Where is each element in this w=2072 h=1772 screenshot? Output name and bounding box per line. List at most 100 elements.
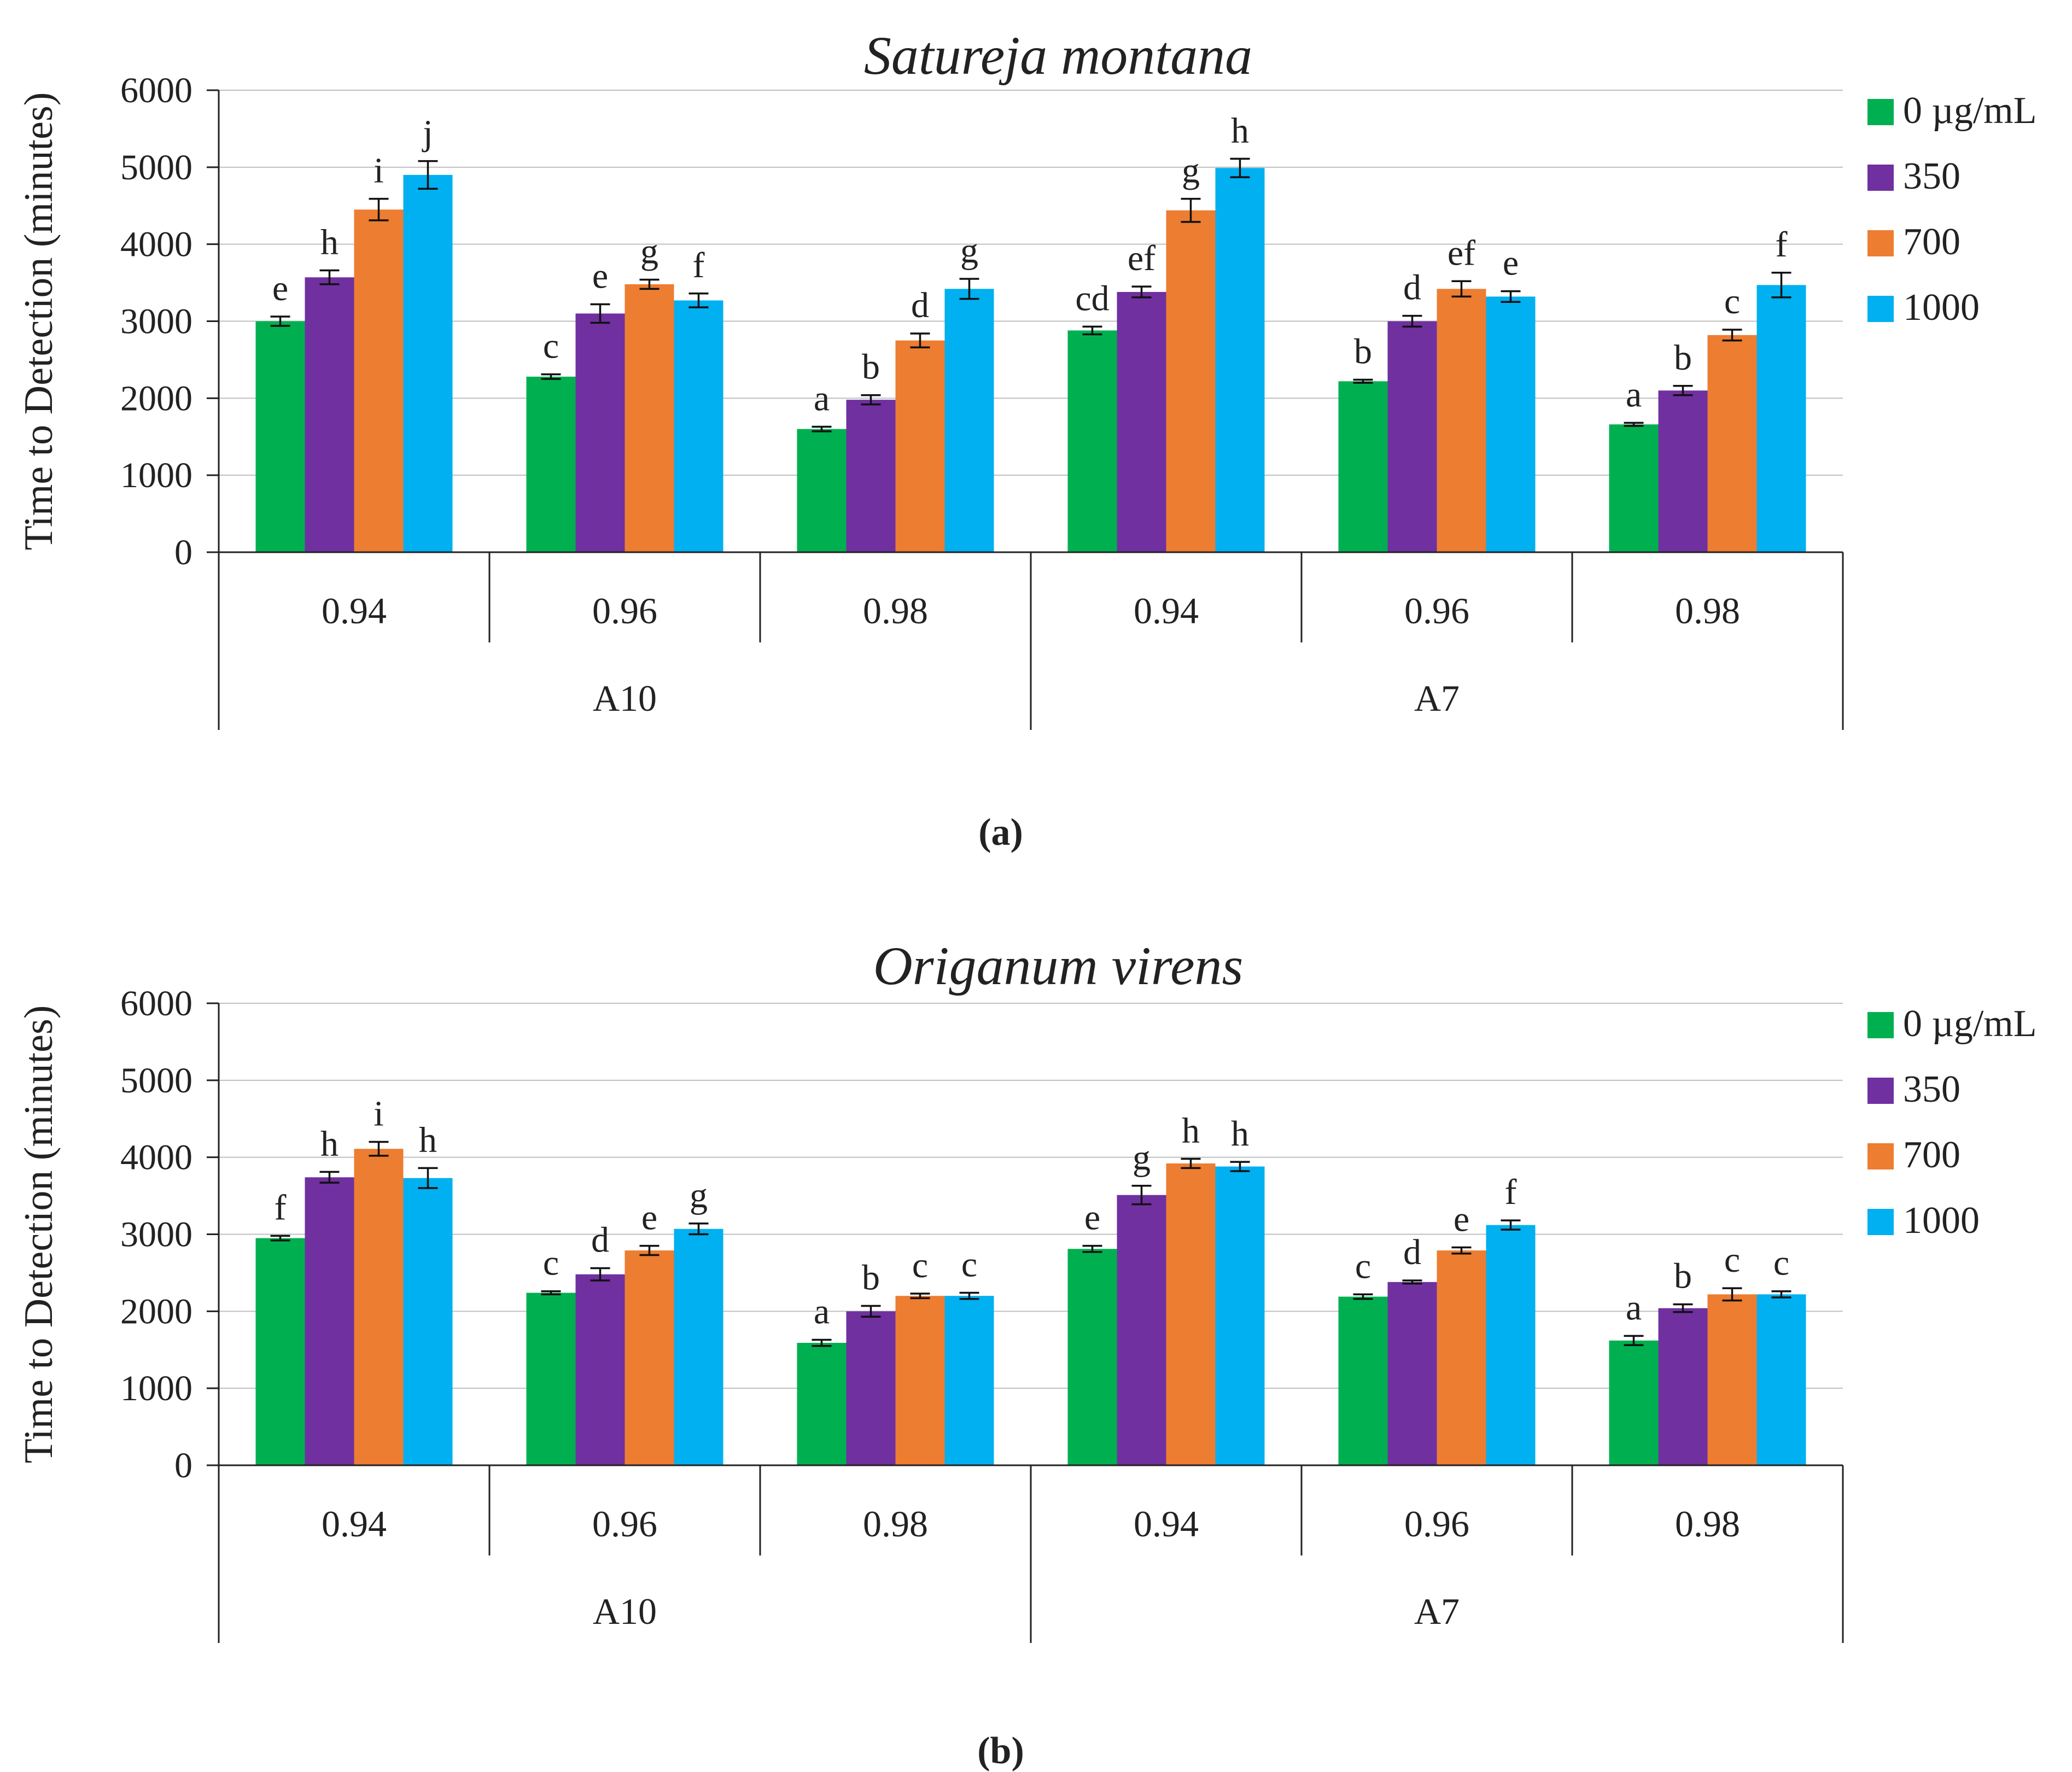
bar bbox=[526, 1293, 576, 1465]
x-tick-label: 0.98 bbox=[1675, 1503, 1740, 1545]
significance-label: f bbox=[1776, 225, 1788, 265]
bar bbox=[1117, 291, 1166, 552]
bar bbox=[1387, 321, 1437, 552]
bar bbox=[1486, 296, 1536, 552]
bar bbox=[1437, 1250, 1486, 1465]
bar bbox=[674, 1229, 723, 1465]
significance-label: h bbox=[1231, 1114, 1249, 1154]
significance-label: f bbox=[275, 1188, 287, 1227]
bar bbox=[1609, 424, 1659, 552]
bar bbox=[403, 1178, 453, 1465]
y-tick-label: 6000 bbox=[120, 984, 192, 1024]
significance-label: c bbox=[1355, 1246, 1371, 1286]
significance-label: ef bbox=[1448, 233, 1475, 273]
bar bbox=[1707, 1294, 1757, 1465]
bar bbox=[1117, 1195, 1166, 1465]
bar bbox=[1756, 285, 1806, 552]
y-tick-label: 5000 bbox=[120, 148, 192, 188]
significance-label: g bbox=[690, 1176, 708, 1215]
chart-panel-2: Origanum virens 0 1000 2000 3000 4000 5000 6000… bbox=[16, 935, 2037, 1772]
x-tick-label: 0.96 bbox=[1404, 590, 1469, 631]
significance-label: c bbox=[1773, 1243, 1789, 1283]
panel-label: (a) bbox=[978, 811, 1023, 853]
legend-label: 700 bbox=[1903, 1134, 1960, 1176]
bar bbox=[255, 321, 305, 552]
significance-label: g bbox=[1133, 1138, 1151, 1178]
significance-label: a bbox=[1626, 1288, 1642, 1327]
x-tick-label: 0.94 bbox=[322, 1503, 387, 1545]
y-tick-label: 6000 bbox=[120, 71, 192, 110]
significance-label: g bbox=[640, 231, 658, 271]
bar bbox=[354, 1149, 404, 1465]
significance-label: e bbox=[641, 1198, 657, 1238]
significance-label: a bbox=[1626, 375, 1642, 414]
significance-label: a bbox=[814, 1291, 830, 1331]
significance-label: e bbox=[1503, 243, 1519, 283]
significance-label: h bbox=[419, 1120, 437, 1160]
legend-swatch bbox=[1867, 296, 1894, 322]
bar bbox=[1166, 210, 1216, 552]
bar bbox=[895, 340, 945, 552]
y-axis-label: Time to Detection (minutes) bbox=[16, 1005, 61, 1464]
significance-label: h bbox=[320, 1124, 338, 1163]
legend-label: 0 µg/mL bbox=[1903, 1003, 2037, 1045]
x-tick-label: 0.94 bbox=[1134, 1503, 1199, 1545]
legend-swatch bbox=[1867, 1143, 1894, 1169]
legend-swatch bbox=[1867, 230, 1894, 256]
x-tick-label: 0.98 bbox=[863, 590, 928, 631]
x-group-label: A10 bbox=[593, 677, 657, 719]
significance-label: b bbox=[1354, 332, 1372, 372]
legend-swatch bbox=[1867, 1012, 1894, 1038]
significance-label: d bbox=[911, 285, 929, 325]
legend-swatch bbox=[1867, 165, 1894, 191]
bar bbox=[1215, 1166, 1265, 1465]
significance-label: h bbox=[1182, 1110, 1200, 1150]
x-group-label: A7 bbox=[1414, 1590, 1460, 1632]
y-tick-label: 1000 bbox=[120, 455, 192, 495]
significance-label: c bbox=[543, 1243, 559, 1283]
y-tick-label: 2000 bbox=[120, 1291, 192, 1331]
significance-label: e bbox=[592, 256, 608, 296]
bar bbox=[255, 1238, 305, 1465]
significance-label: cd bbox=[1075, 278, 1109, 318]
legend-label: 1000 bbox=[1903, 1200, 1980, 1242]
significance-label: g bbox=[1182, 151, 1200, 191]
significance-label: ef bbox=[1128, 238, 1155, 278]
bar bbox=[575, 1274, 625, 1465]
significance-label: b bbox=[1674, 338, 1692, 378]
bar bbox=[944, 289, 994, 552]
panel-label: (b) bbox=[977, 1730, 1024, 1772]
y-tick-label: 3000 bbox=[120, 302, 192, 342]
significance-label: a bbox=[814, 378, 830, 418]
bar bbox=[1338, 1296, 1388, 1465]
legend-label: 350 bbox=[1903, 155, 1960, 197]
bar bbox=[1067, 330, 1117, 552]
legend-swatch bbox=[1867, 1209, 1894, 1235]
bar bbox=[526, 376, 576, 552]
bar bbox=[895, 1296, 945, 1465]
bar bbox=[575, 313, 625, 552]
y-tick-label: 1000 bbox=[120, 1369, 192, 1408]
significance-label: b bbox=[862, 347, 880, 387]
x-tick-label: 0.94 bbox=[322, 590, 387, 631]
significance-label: c bbox=[1724, 282, 1740, 321]
y-axis-label: Time to Detection (minutes) bbox=[16, 92, 61, 551]
y-tick-label: 3000 bbox=[120, 1215, 192, 1255]
significance-label: f bbox=[693, 245, 705, 285]
legend-label: 1000 bbox=[1903, 286, 1980, 329]
significance-label: d bbox=[1403, 1232, 1421, 1272]
chart-title: Satureja montana bbox=[864, 25, 1252, 86]
significance-label: j bbox=[422, 113, 433, 153]
bar bbox=[1215, 168, 1265, 552]
y-tick-label: 4000 bbox=[120, 225, 192, 265]
legend-label: 700 bbox=[1903, 221, 1960, 263]
y-tick-label: 2000 bbox=[120, 378, 192, 418]
significance-label: c bbox=[1724, 1240, 1740, 1280]
significance-label: h bbox=[1231, 110, 1249, 150]
bar bbox=[305, 1177, 354, 1465]
bar bbox=[674, 300, 723, 552]
legend-label: 0 µg/mL bbox=[1903, 90, 2037, 132]
significance-label: e bbox=[1084, 1198, 1100, 1238]
bar bbox=[1437, 289, 1486, 552]
